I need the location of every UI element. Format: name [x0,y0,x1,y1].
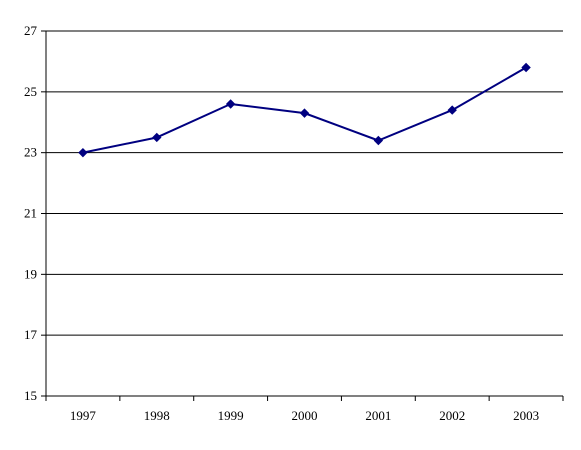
data-point-marker [447,105,457,115]
y-tick-label: 17 [24,327,38,342]
axes [41,30,564,401]
data-point-marker [299,108,310,118]
x-tick-label: 2000 [292,408,318,423]
y-tick-label: 15 [24,388,37,403]
x-tick-labels: 1997 1998 1999 2000 2001 2002 2003 [70,408,539,423]
grid-lines [46,30,563,336]
x-tick-label: 1997 [70,408,97,423]
data-point-marker [78,147,88,158]
data-point-marker [225,99,236,109]
data-point-marker [152,132,162,143]
x-tick-label: 2003 [513,408,539,423]
x-tick-label: 1998 [144,408,170,423]
y-tick-label: 19 [24,266,37,281]
y-tick-labels: 15 17 19 21 23 25 27 [24,23,38,403]
x-tick-label: 2002 [439,408,465,423]
y-tick-label: 27 [24,23,38,38]
y-tick-label: 25 [24,84,37,99]
data-point-marker [521,62,531,73]
x-tick-label: 2001 [365,408,391,423]
data-series [78,62,531,158]
data-point-marker [373,135,384,146]
y-tick-label: 23 [24,145,37,160]
x-tick-label: 1999 [218,408,244,423]
y-tick-label: 21 [24,206,37,221]
